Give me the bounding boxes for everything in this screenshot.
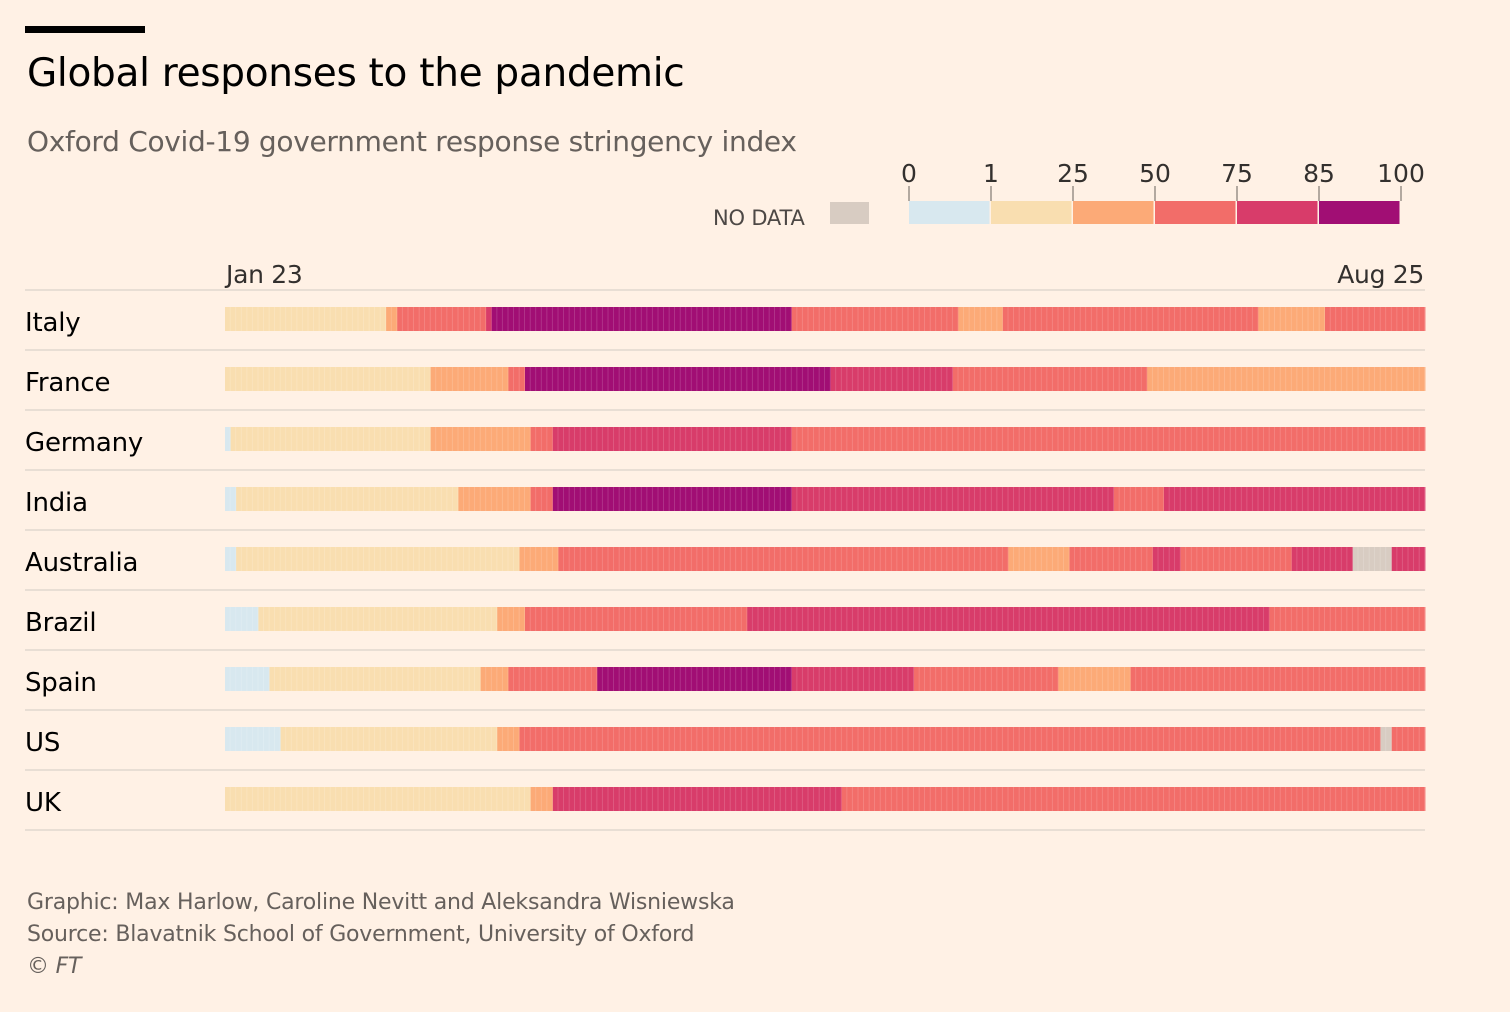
- legend-tick-label: 25: [1057, 159, 1089, 188]
- date-end-label: Aug 25: [1337, 260, 1424, 289]
- country-label: France: [25, 368, 111, 398]
- country-bars: [225, 307, 1426, 811]
- chart-title: Global responses to the pandemic: [27, 51, 685, 96]
- day-stripes: [225, 667, 1425, 691]
- country-bar-france: [225, 367, 1426, 391]
- legend-swatch-0: [909, 201, 990, 224]
- country-bar-spain: [225, 667, 1426, 691]
- footer-source: Source: Blavatnik School of Government, …: [27, 922, 695, 947]
- title-rule: [25, 26, 145, 33]
- country-label: Australia: [25, 548, 139, 578]
- date-start-label: Jan 23: [226, 260, 303, 289]
- legend-no-data-swatch: [830, 202, 869, 224]
- day-stripes: [225, 367, 1425, 391]
- country-label: US: [25, 728, 61, 758]
- country-label: Brazil: [25, 608, 97, 638]
- country-label: Italy: [25, 308, 81, 338]
- legend-swatch-75: [1237, 201, 1318, 224]
- country-label: Spain: [25, 668, 97, 698]
- legend-tick-label: 100: [1377, 159, 1425, 188]
- day-stripes: [225, 487, 1425, 511]
- legend-tick-label: 50: [1139, 159, 1171, 188]
- legend-swatch-25: [1073, 201, 1154, 224]
- legend: 0 1 25 50 75 85 100: [901, 159, 1425, 224]
- country-label: India: [25, 488, 88, 518]
- day-stripes: [225, 547, 1425, 571]
- legend-tick-label: 0: [901, 159, 917, 188]
- day-stripes: [225, 307, 1425, 331]
- legend-tick-label: 85: [1303, 159, 1335, 188]
- legend-swatch-1: [991, 201, 1072, 224]
- chart-subtitle: Oxford Covid-19 government response stri…: [27, 125, 797, 158]
- country-bar-italy: [225, 307, 1426, 331]
- country-bar-australia: [225, 547, 1426, 571]
- footer-graphic-credit: Graphic: Max Harlow, Caroline Nevitt and…: [27, 890, 735, 915]
- legend-swatch-85: [1319, 201, 1400, 224]
- country-bar-uk: [225, 787, 1426, 811]
- country-bar-brazil: [225, 607, 1426, 631]
- day-stripes: [225, 787, 1425, 811]
- day-stripes: [225, 607, 1425, 631]
- legend-swatch-50: [1155, 201, 1236, 224]
- country-label: Germany: [25, 428, 144, 458]
- country-label: UK: [25, 788, 61, 818]
- row-dividers: [25, 289, 1425, 831]
- footer: Graphic: Max Harlow, Caroline Nevitt and…: [27, 887, 735, 983]
- legend-tick-label: 75: [1221, 159, 1253, 188]
- day-stripes: [225, 427, 1425, 451]
- legend-no-data-label: NO DATA: [713, 206, 805, 230]
- footer-copyright: © FT: [27, 954, 82, 979]
- country-bar-germany: [225, 427, 1426, 451]
- legend-tick-label: 1: [983, 159, 999, 188]
- country-bar-india: [225, 487, 1426, 511]
- day-stripes: [225, 727, 1425, 751]
- country-bar-us: [225, 727, 1426, 751]
